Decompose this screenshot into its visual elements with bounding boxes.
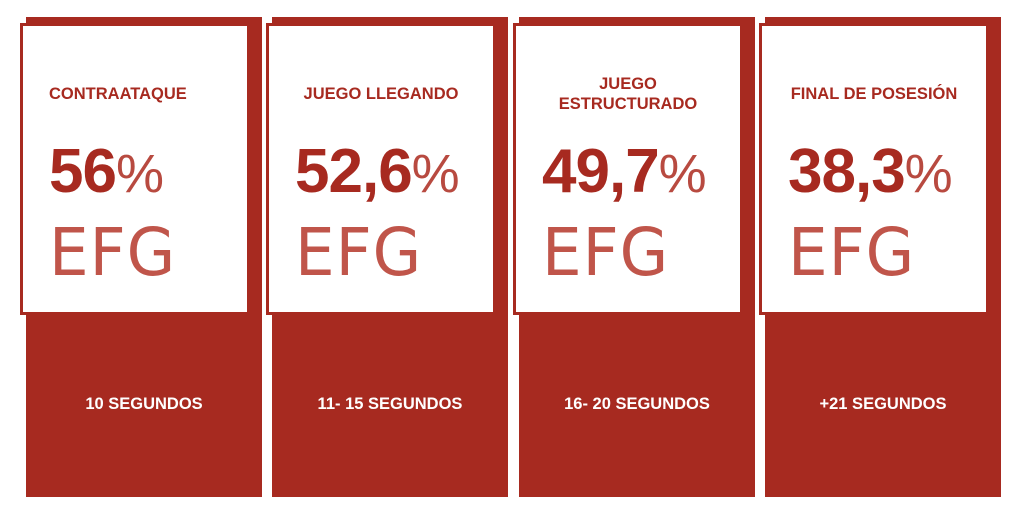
card-value-number: 56 <box>49 137 117 206</box>
stat-card-top: CONTRAATAQUE 56% EFG <box>20 23 250 315</box>
card-value-number: 38,3 <box>788 137 906 206</box>
card-time-label: +21 SEGUNDOS <box>819 395 947 413</box>
card-title: JUEGO LLEGANDO <box>303 85 459 103</box>
card-unit: EFG <box>49 214 177 291</box>
card-time-label: 16- 20 SEGUNDOS <box>564 395 710 413</box>
card-time-label: 11- 15 SEGUNDOS <box>317 395 463 413</box>
stat-card-contraataque: CONTRAATAQUE 56% EFG 10 SEGUNDOS <box>20 17 262 497</box>
card-title: CONTRAATAQUE <box>49 85 187 103</box>
card-value-number: 49,7 <box>542 137 660 206</box>
stat-card-top: JUEGO LLEGANDO 52,6% EFG <box>266 23 496 315</box>
card-value: 49,7% <box>542 141 707 203</box>
card-value-percent: % <box>904 144 953 204</box>
card-value: 56% <box>49 141 164 203</box>
stat-card-juego-llegando: JUEGO LLEGANDO 52,6% EFG 11- 15 SEGUNDOS <box>266 17 508 497</box>
card-title: JUEGO ESTRUCTURADO <box>558 75 698 113</box>
card-value-percent: % <box>411 144 460 204</box>
card-value-percent: % <box>658 144 707 204</box>
card-value: 52,6% <box>295 141 460 203</box>
stat-card-top: FINAL DE POSESIÓN 38,3% EFG <box>759 23 989 315</box>
stat-card-juego-estructurado: JUEGO ESTRUCTURADO 49,7% EFG 16- 20 SEGU… <box>513 17 755 497</box>
card-unit: EFG <box>788 214 916 291</box>
stat-card-final-de-posesion: FINAL DE POSESIÓN 38,3% EFG +21 SEGUNDOS <box>759 17 1001 497</box>
card-time-label: 10 SEGUNDOS <box>85 395 203 413</box>
card-value-number: 52,6 <box>295 137 413 206</box>
card-unit: EFG <box>295 214 423 291</box>
card-unit: EFG <box>542 214 670 291</box>
card-title: FINAL DE POSESIÓN <box>790 85 958 103</box>
stat-card-top: JUEGO ESTRUCTURADO 49,7% EFG <box>513 23 743 315</box>
card-value: 38,3% <box>788 141 953 203</box>
card-value-percent: % <box>115 144 164 204</box>
